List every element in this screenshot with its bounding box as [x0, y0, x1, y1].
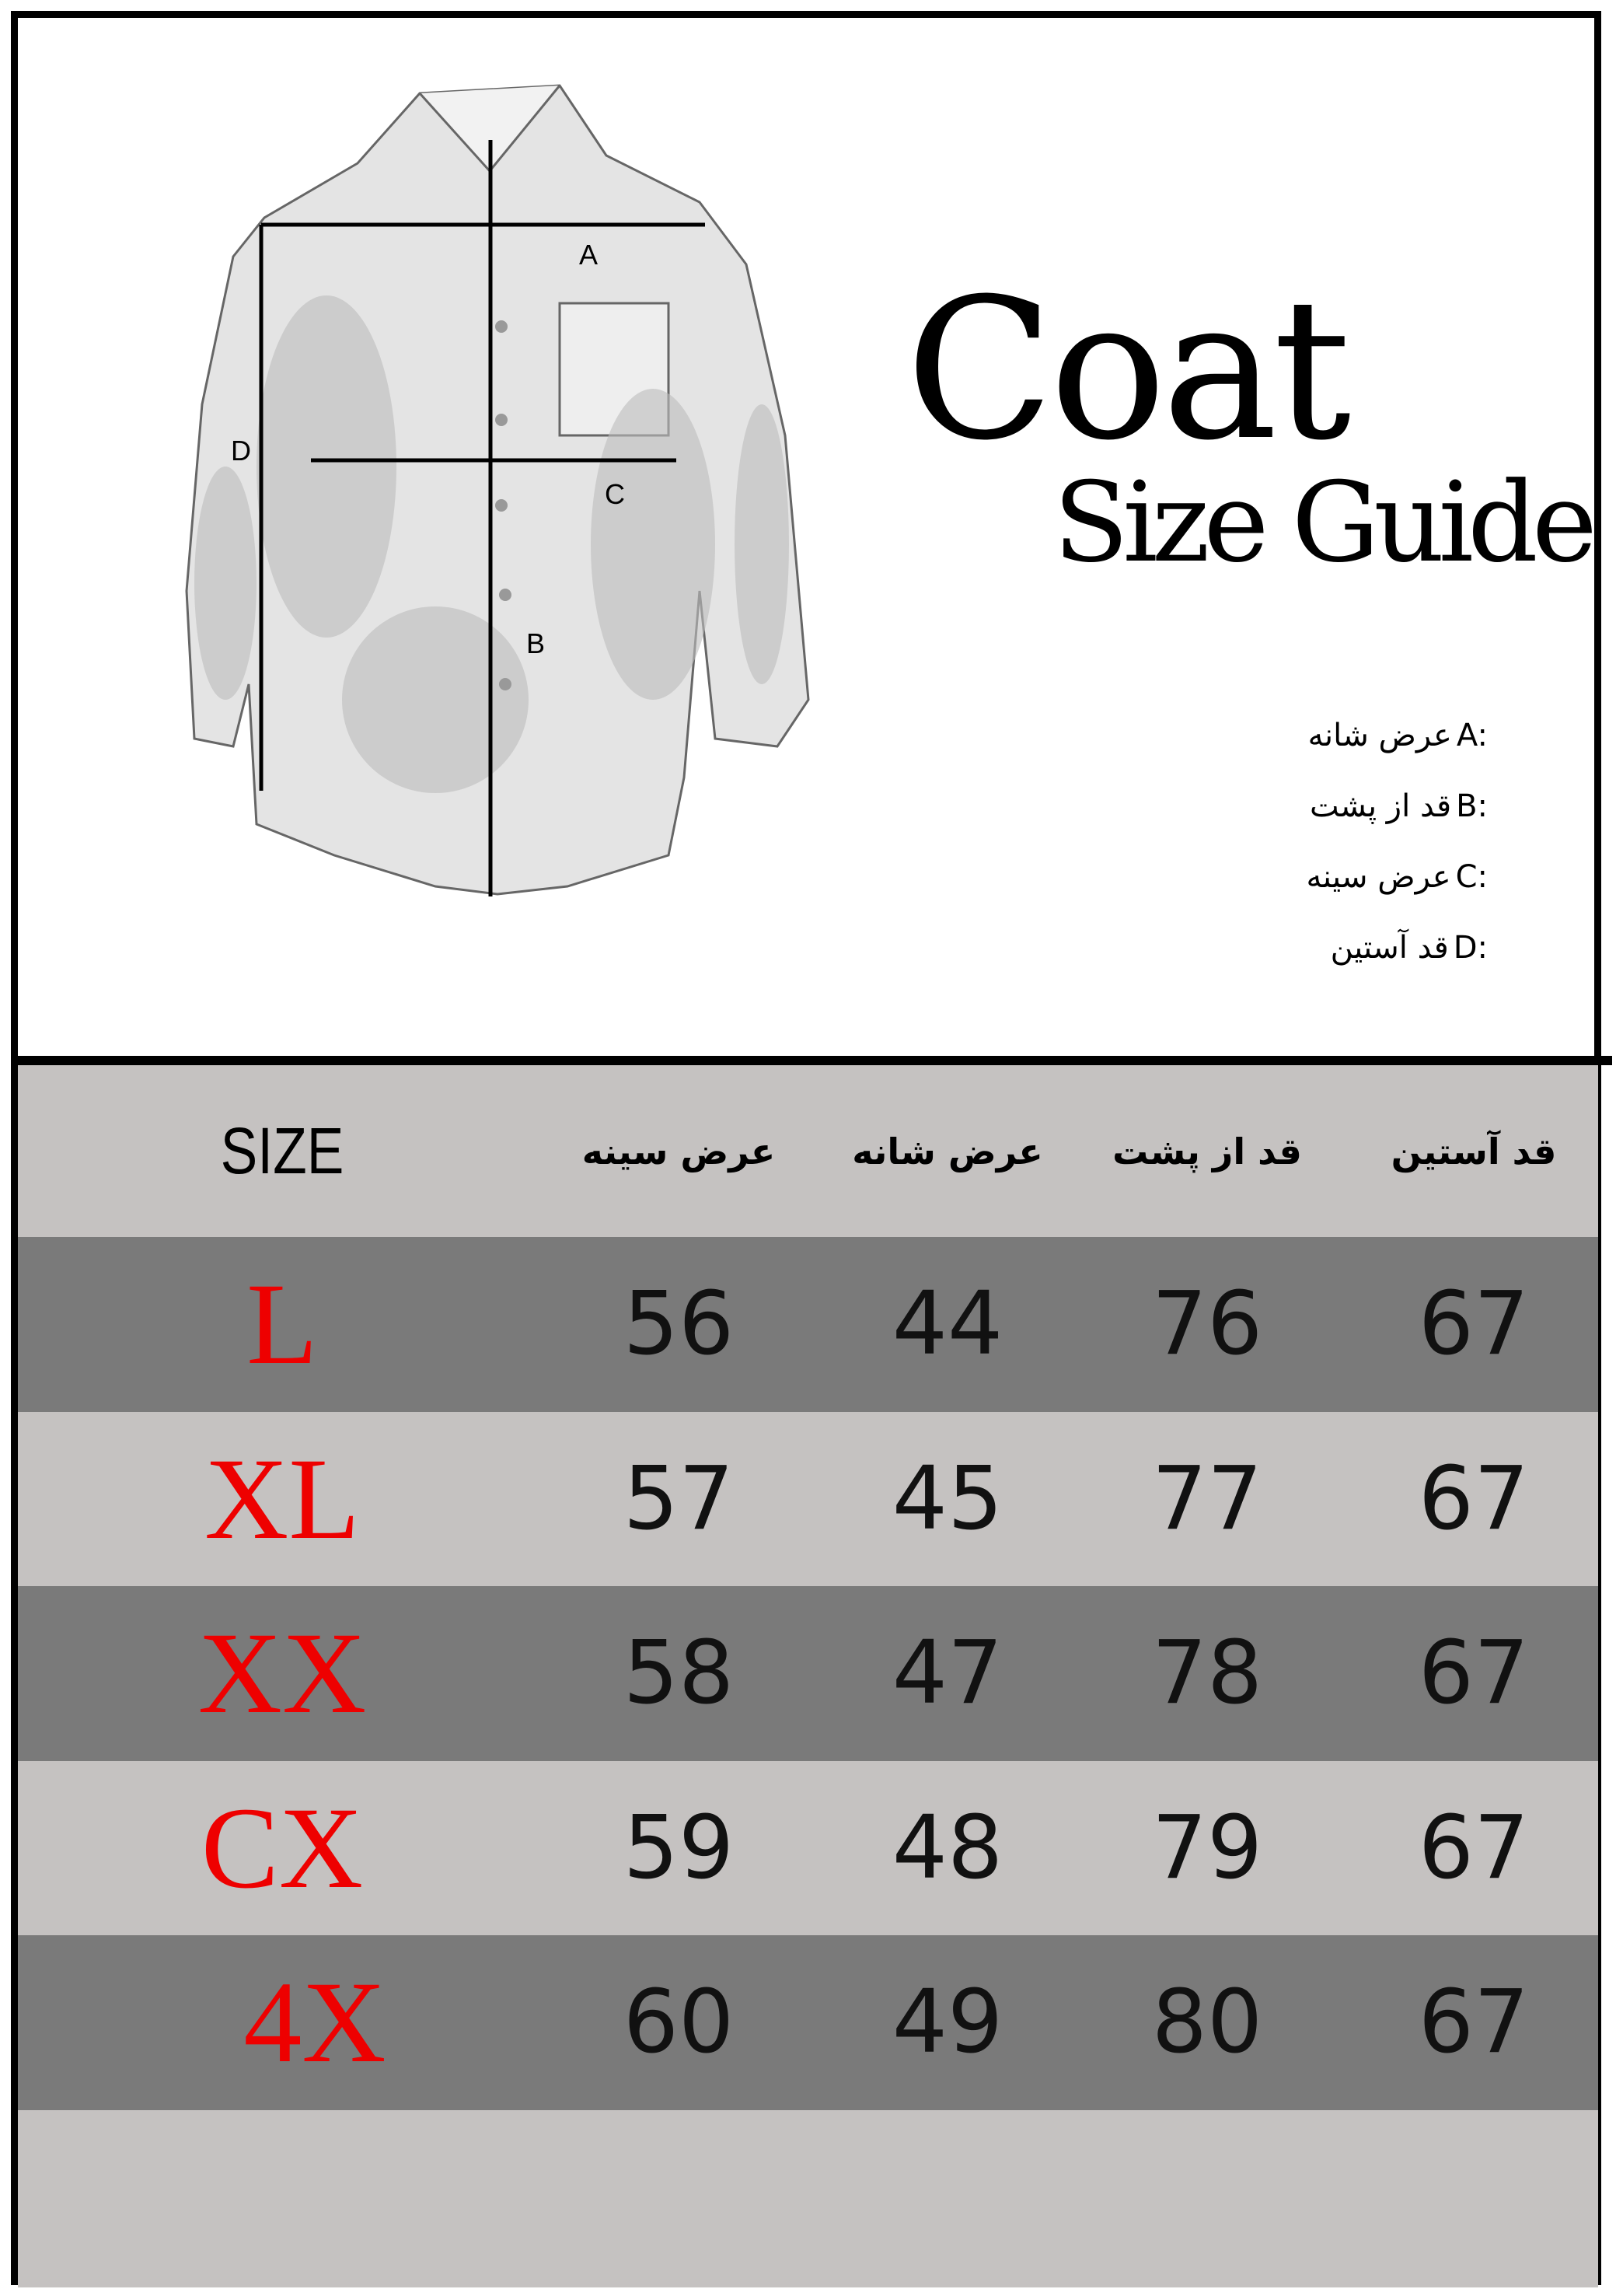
size-label: L [246, 1260, 318, 1389]
measurement-value: 44 [892, 1274, 1003, 1375]
measurement-value: 79 [1151, 1797, 1263, 1899]
marker-b: B [526, 627, 545, 659]
legend-label: قد از پشت [1310, 788, 1452, 824]
header-back-length: قد از پشت [1112, 1130, 1302, 1172]
table-row: L 56 44 76 67 [18, 1237, 1598, 1412]
measurement-value: 58 [623, 1623, 735, 1725]
measurement-value: 67 [1418, 1448, 1530, 1550]
page-subtitle: Size Guide [1053, 459, 1597, 587]
legend-label: عرض شانه [1307, 717, 1452, 753]
measurement-value: 67 [1418, 1623, 1530, 1725]
table-header: SIZE عرض سینه عرض شانه قد از پشت قد آستی… [18, 1065, 1598, 1237]
section-divider [11, 1056, 1612, 1065]
measurement-legend: عرض شانه A: قد از پشت B: عرض سینه C: قد آست… [1099, 700, 1488, 983]
legend-item: عرض سینه C: [1099, 841, 1488, 912]
coat-illustration: A B C D [185, 84, 810, 896]
table-row: 4X 60 49 80 67 [18, 1935, 1598, 2110]
size-label: XL [204, 1434, 360, 1564]
header-shoulder: عرض شانه [852, 1130, 1043, 1172]
table-row: XL 57 45 77 67 [18, 1411, 1598, 1586]
legend-item: قد آستین D: [1099, 912, 1488, 983]
header-size: SIZE [220, 1114, 344, 1187]
legend-item: عرض شانه A: [1099, 700, 1488, 771]
size-label: CX [201, 1783, 364, 1913]
marker-a: A [579, 239, 598, 271]
measurement-value: 59 [623, 1797, 735, 1899]
measurement-value: 60 [623, 1972, 735, 2074]
measurement-value: 48 [892, 1797, 1003, 1899]
table-row: CX 59 48 79 67 [18, 1760, 1598, 1935]
legend-letter: C: [1455, 858, 1488, 895]
legend-letter: D: [1453, 929, 1488, 966]
legend-label: قد آستین [1330, 929, 1449, 966]
measurement-value: 57 [623, 1448, 735, 1550]
size-table: SIZE عرض سینه عرض شانه قد از پشت قد آستی… [18, 1065, 1598, 2287]
table-footer [18, 2109, 1598, 2287]
measurement-value: 56 [623, 1274, 735, 1375]
measurement-value: 80 [1151, 1972, 1263, 2074]
measurement-value: 78 [1151, 1623, 1263, 1725]
measurement-value: 67 [1418, 1274, 1530, 1375]
legend-letter: B: [1456, 788, 1488, 824]
measurement-value: 77 [1151, 1448, 1263, 1550]
shading [194, 295, 789, 793]
header-sleeve: قد آستین [1391, 1130, 1557, 1172]
measurement-value: 76 [1151, 1274, 1263, 1375]
measurement-value: 45 [892, 1448, 1003, 1550]
size-label: XX [197, 1609, 367, 1739]
marker-d: D [231, 435, 251, 467]
measurement-value: 47 [892, 1623, 1003, 1725]
table-row: XX 58 47 78 67 [18, 1586, 1598, 1761]
marker-c: C [605, 478, 625, 510]
measurement-lines [259, 140, 705, 896]
legend-letter: A: [1456, 717, 1488, 753]
measurement-value: 67 [1418, 1797, 1530, 1899]
legend-label: عرض سینه [1306, 858, 1451, 895]
legend-item: قد از پشت B: [1099, 771, 1488, 841]
size-label: 4X [243, 1958, 386, 2088]
buttons [495, 320, 511, 690]
page-title: Coat [906, 257, 1351, 483]
header-chest: عرض سینه [581, 1130, 776, 1172]
measurement-value: 49 [892, 1972, 1003, 2074]
measurement-value: 67 [1418, 1972, 1530, 2074]
